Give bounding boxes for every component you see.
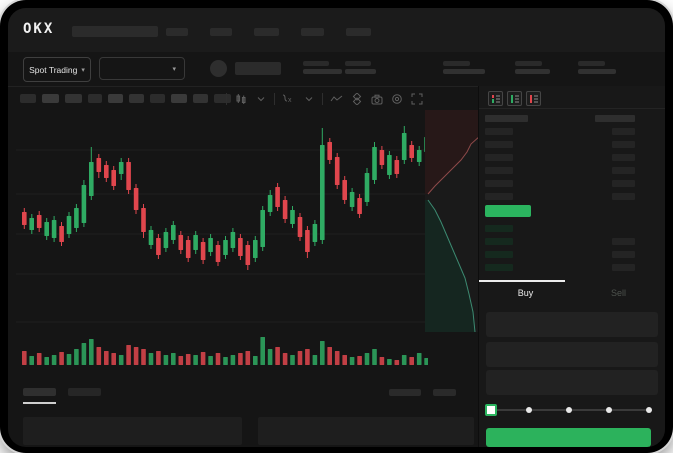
bid-row[interactable] <box>479 264 665 271</box>
trade-tabs: Buy Sell <box>479 280 665 306</box>
bottom-section <box>8 378 478 447</box>
order-book-view-toggles <box>488 91 541 106</box>
pair-coin-icon <box>210 60 227 77</box>
settings-icon[interactable] <box>390 93 403 106</box>
stat-placeholder <box>443 61 485 74</box>
timeframe-button-placeholder[interactable] <box>193 94 208 103</box>
trading-app: OKX Spot Trading ▾ ▾ x <box>8 8 665 447</box>
timeframe-button-placeholder[interactable] <box>88 94 102 103</box>
timeframe-button-placeholder[interactable] <box>20 94 36 103</box>
timeframe-button-placeholder[interactable] <box>65 94 82 103</box>
divider <box>274 93 275 105</box>
ask-row[interactable] <box>479 167 665 174</box>
slider-stop[interactable] <box>526 407 532 413</box>
amount-percent-slider[interactable] <box>479 398 665 420</box>
slider-handle[interactable] <box>485 404 497 416</box>
chart-tool-icons: x <box>226 89 423 109</box>
order-book-panel: Buy Sell <box>478 86 665 447</box>
pair-name-placeholder <box>235 62 281 75</box>
slider-stop[interactable] <box>606 407 612 413</box>
timeframe-button-placeholder[interactable] <box>214 94 231 103</box>
stat-placeholder <box>515 61 550 74</box>
timeframe-button-placeholder[interactable] <box>42 94 59 103</box>
market-type-selector[interactable]: Spot Trading ▾ <box>23 57 91 82</box>
layers-icon[interactable] <box>350 93 363 106</box>
book-sells-view-icon[interactable] <box>526 91 541 106</box>
timeframe-button-placeholder[interactable] <box>171 94 187 103</box>
nav-menu <box>166 28 371 36</box>
last-price-highlight <box>485 205 531 217</box>
stat-placeholder <box>345 61 376 74</box>
candles-icon[interactable] <box>234 93 247 106</box>
candlestick-chart[interactable] <box>16 112 429 366</box>
pair-dropdown[interactable]: ▾ <box>99 57 185 80</box>
timeframe-button-placeholder[interactable] <box>108 94 123 103</box>
divider <box>322 93 323 105</box>
nav-item-placeholder[interactable] <box>210 28 232 36</box>
chevron-down-icon: ▾ <box>81 66 85 74</box>
order-book-header <box>479 115 665 122</box>
tab-buy[interactable]: Buy <box>517 288 534 298</box>
buy-submit-button[interactable] <box>486 428 651 447</box>
line-tool-icon[interactable] <box>330 93 343 106</box>
okx-logo: OKX <box>23 21 55 37</box>
top-navbar: OKX <box>8 8 665 52</box>
ask-row[interactable] <box>479 128 665 135</box>
ask-row[interactable] <box>479 141 665 148</box>
svg-text:x: x <box>288 97 292 104</box>
slider-stop[interactable] <box>566 407 572 413</box>
bottom-active-tab-indicator <box>23 402 56 404</box>
timeframe-button-placeholder[interactable] <box>129 94 144 103</box>
tab-sell[interactable]: Sell <box>610 288 626 298</box>
stat-placeholder <box>303 61 342 74</box>
divider <box>8 86 665 87</box>
book-split-view-icon[interactable] <box>488 91 503 106</box>
ask-row[interactable] <box>479 154 665 161</box>
depth-chart[interactable] <box>425 110 481 333</box>
ask-row[interactable] <box>479 180 665 187</box>
ask-row[interactable] <box>479 193 665 200</box>
active-tab-indicator <box>479 280 565 282</box>
timeframe-button-placeholder[interactable] <box>150 94 165 103</box>
nav-item-placeholder[interactable] <box>346 28 371 36</box>
bottom-action-placeholder[interactable] <box>389 389 421 396</box>
divider <box>479 108 665 109</box>
total-field[interactable] <box>486 370 658 395</box>
indicators-icon[interactable]: x <box>282 93 295 106</box>
stat-placeholder <box>578 61 616 74</box>
timeframe-buttons <box>20 94 231 103</box>
orders-table-placeholder <box>23 417 242 445</box>
price-field[interactable] <box>486 312 658 337</box>
nav-item-placeholder[interactable] <box>254 28 279 36</box>
chevron-down-icon: ▾ <box>172 65 176 73</box>
bid-row[interactable] <box>479 225 665 232</box>
nav-item-placeholder[interactable] <box>166 28 188 36</box>
nav-item-placeholder[interactable] <box>301 28 324 36</box>
chevron-down-icon[interactable] <box>254 93 267 106</box>
bid-row[interactable] <box>479 238 665 245</box>
camera-icon[interactable] <box>370 93 383 106</box>
slider-stop[interactable] <box>646 407 652 413</box>
market-type-label: Spot Trading <box>29 64 78 75</box>
bid-row[interactable] <box>479 251 665 258</box>
chart-toolbar: x <box>8 86 478 112</box>
fullscreen-icon[interactable] <box>410 93 423 106</box>
bottom-tab-order-history[interactable] <box>68 388 101 396</box>
divider <box>226 93 227 105</box>
amount-field[interactable] <box>486 342 658 367</box>
market-bar: Spot Trading ▾ ▾ <box>8 52 665 86</box>
search-input[interactable] <box>72 26 158 37</box>
bottom-tab-open-orders[interactable] <box>23 388 56 396</box>
chevron-down-icon[interactable] <box>302 93 315 106</box>
book-buys-view-icon[interactable] <box>507 91 522 106</box>
orders-table-placeholder <box>258 417 474 445</box>
bottom-action-placeholder[interactable] <box>433 389 456 396</box>
